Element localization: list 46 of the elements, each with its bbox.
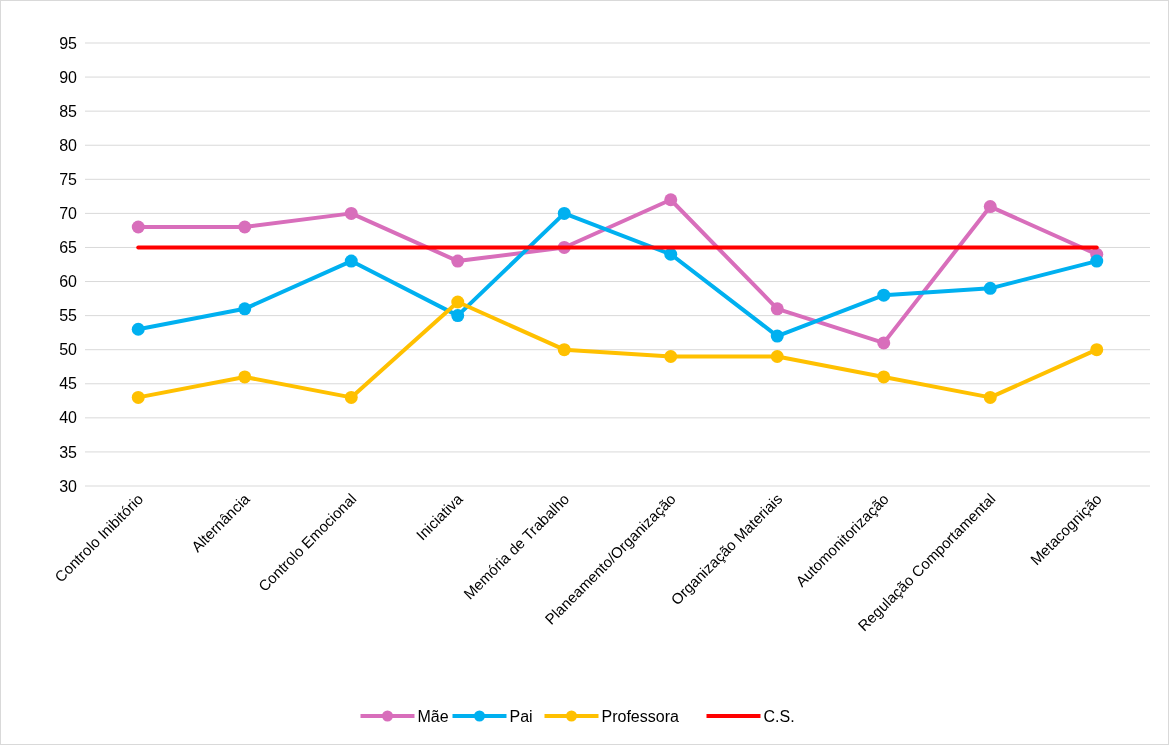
y-tick-label: 75	[59, 170, 78, 188]
point	[877, 336, 891, 350]
y-tick-label: 45	[59, 375, 78, 393]
point	[238, 302, 252, 316]
y-tick-label: 95	[59, 34, 78, 52]
point	[770, 302, 784, 316]
y-tick-label: 30	[59, 477, 78, 495]
y-tick-label: 50	[59, 341, 78, 359]
legend-label: Professora	[601, 707, 679, 725]
point	[131, 390, 145, 404]
y-tick-label: 40	[59, 409, 78, 427]
point	[238, 370, 252, 384]
point	[983, 200, 997, 214]
legend-label: C.S.	[763, 707, 795, 725]
point	[664, 193, 678, 207]
point	[983, 281, 997, 295]
point	[451, 309, 465, 323]
legend-label: Mãe	[417, 707, 449, 725]
y-tick-label: 65	[59, 239, 78, 257]
y-tick-label: 60	[59, 273, 78, 291]
point	[238, 220, 252, 234]
point	[344, 206, 358, 220]
point	[451, 295, 465, 309]
y-tick-label: 85	[59, 102, 78, 120]
point	[664, 350, 678, 364]
point	[877, 288, 891, 302]
point	[877, 370, 891, 384]
point	[1090, 343, 1104, 357]
point	[557, 343, 571, 357]
point	[131, 322, 145, 336]
legend-label: Pai	[509, 707, 533, 725]
point	[664, 247, 678, 261]
point	[1090, 254, 1104, 268]
point	[344, 390, 358, 404]
y-tick-label: 55	[59, 307, 78, 325]
y-tick-label: 70	[59, 204, 78, 222]
point	[983, 390, 997, 404]
y-tick-label: 90	[59, 68, 78, 86]
point	[770, 329, 784, 343]
point	[131, 220, 145, 234]
point	[770, 350, 784, 364]
point	[451, 254, 465, 268]
y-tick-label: 80	[59, 136, 78, 154]
y-tick-label: 35	[59, 443, 78, 461]
point	[557, 206, 571, 220]
point	[344, 254, 358, 268]
